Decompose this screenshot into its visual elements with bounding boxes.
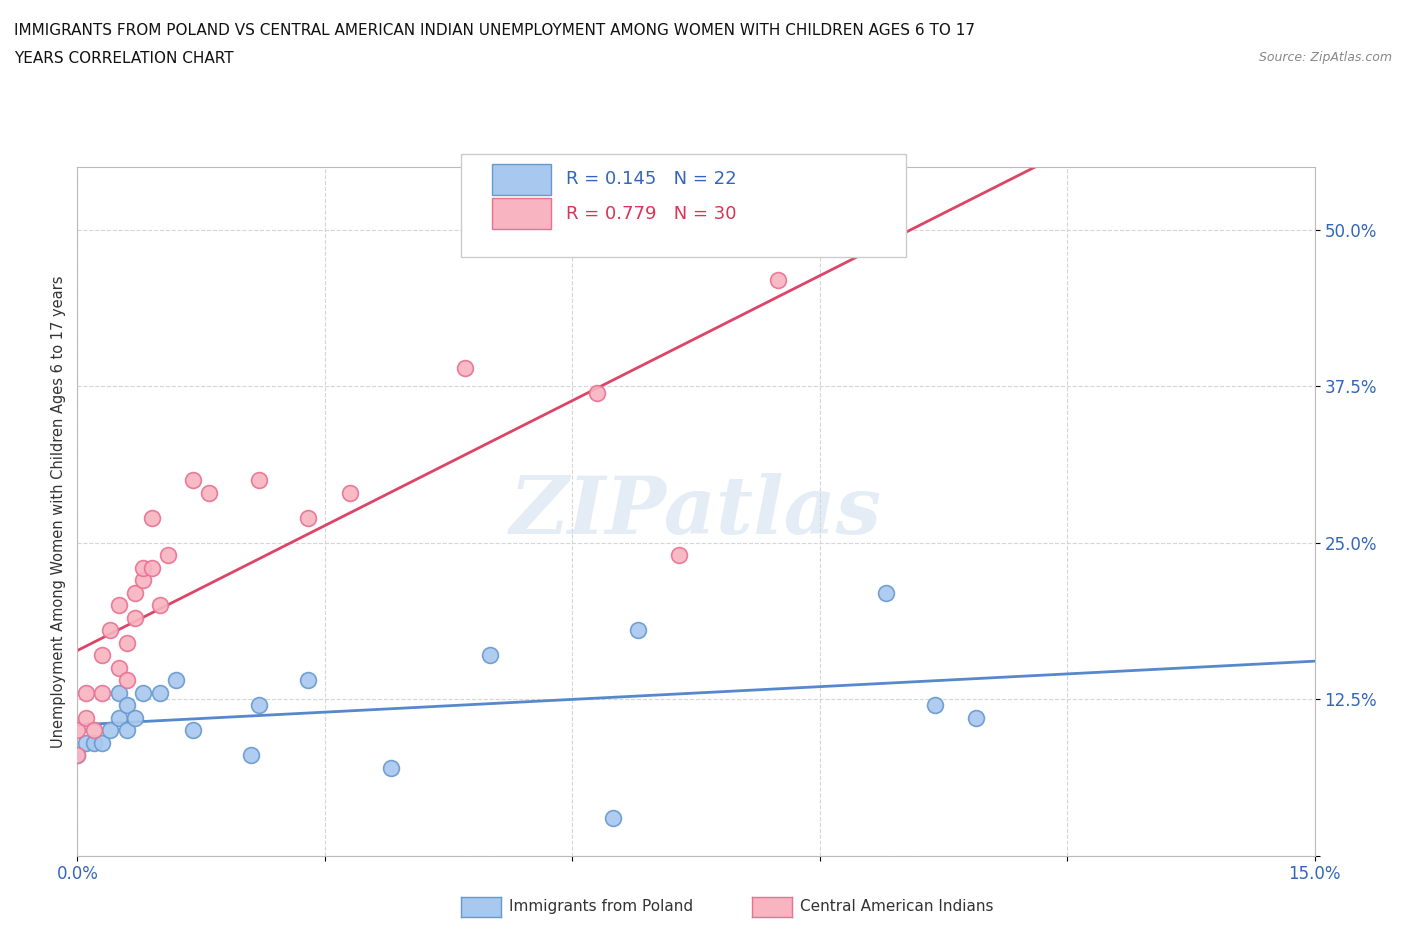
Point	[124, 711, 146, 725]
Point	[965, 711, 987, 725]
Text: Source: ZipAtlas.com: Source: ZipAtlas.com	[1258, 51, 1392, 64]
Point	[157, 548, 180, 563]
Point	[141, 511, 163, 525]
Point	[627, 623, 650, 638]
Point	[107, 660, 129, 675]
Point	[75, 685, 97, 700]
Point	[66, 748, 89, 763]
Text: R = 0.779   N = 30: R = 0.779 N = 30	[567, 205, 737, 223]
Point	[91, 648, 114, 663]
Point	[247, 472, 270, 487]
Point	[83, 723, 105, 737]
Point	[875, 585, 897, 600]
Y-axis label: Unemployment Among Women with Children Ages 6 to 17 years: Unemployment Among Women with Children A…	[51, 275, 66, 748]
Point	[107, 685, 129, 700]
Point	[124, 610, 146, 625]
Point	[115, 698, 138, 713]
Point	[849, 222, 872, 237]
Point	[297, 673, 319, 688]
Point	[181, 472, 204, 487]
Text: Immigrants from Poland: Immigrants from Poland	[509, 899, 693, 914]
Point	[75, 736, 97, 751]
Point	[768, 272, 790, 287]
Point	[239, 748, 262, 763]
Point	[181, 723, 204, 737]
Point	[198, 485, 221, 500]
Text: Central American Indians: Central American Indians	[800, 899, 994, 914]
Point	[107, 711, 129, 725]
FancyBboxPatch shape	[492, 164, 551, 195]
Point	[115, 673, 138, 688]
Text: ZIPatlas: ZIPatlas	[510, 472, 882, 551]
Point	[98, 623, 121, 638]
Text: R = 0.145   N = 22: R = 0.145 N = 22	[567, 170, 737, 189]
Point	[149, 598, 172, 613]
Point	[165, 673, 187, 688]
FancyBboxPatch shape	[492, 198, 551, 230]
Point	[91, 736, 114, 751]
FancyBboxPatch shape	[461, 153, 907, 257]
Text: IMMIGRANTS FROM POLAND VS CENTRAL AMERICAN INDIAN UNEMPLOYMENT AMONG WOMEN WITH : IMMIGRANTS FROM POLAND VS CENTRAL AMERIC…	[14, 23, 974, 38]
Point	[297, 511, 319, 525]
Point	[115, 723, 138, 737]
Point	[91, 685, 114, 700]
Point	[83, 736, 105, 751]
Point	[586, 385, 609, 400]
Text: YEARS CORRELATION CHART: YEARS CORRELATION CHART	[14, 51, 233, 66]
Point	[339, 485, 361, 500]
Point	[380, 761, 402, 776]
Point	[98, 723, 121, 737]
Point	[75, 711, 97, 725]
Point	[132, 573, 155, 588]
Point	[66, 748, 89, 763]
Point	[924, 698, 946, 713]
Point	[66, 723, 89, 737]
Point	[247, 698, 270, 713]
Point	[668, 548, 690, 563]
Point	[107, 598, 129, 613]
Point	[115, 635, 138, 650]
Point	[478, 648, 501, 663]
Point	[454, 360, 477, 375]
Point	[141, 561, 163, 576]
Point	[149, 685, 172, 700]
Point	[602, 811, 624, 826]
Point	[132, 685, 155, 700]
Point	[124, 585, 146, 600]
Point	[132, 561, 155, 576]
